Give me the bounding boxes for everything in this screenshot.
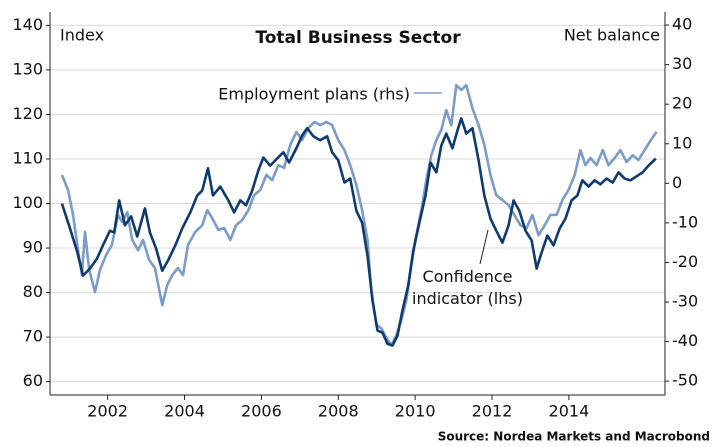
series-label-box: Confidence indicator (lhs) xyxy=(412,267,523,308)
y2-tick-label: -20 xyxy=(672,252,698,271)
y-tick-label: 120 xyxy=(12,104,43,123)
lines xyxy=(60,83,658,347)
x-tick-label: 2006 xyxy=(241,402,282,421)
y2-tick-label: 20 xyxy=(672,94,692,113)
y2-tick-label: -40 xyxy=(672,331,698,350)
y-tick-label: 60 xyxy=(23,371,43,390)
y2-axis-label: Net balance xyxy=(564,26,660,45)
series-label: Confidence indicator (lhs) xyxy=(412,267,523,308)
y-tick-label: 80 xyxy=(23,282,43,301)
y-tick-label: 140 xyxy=(12,15,43,34)
series-line xyxy=(60,83,658,347)
y2-tick-label: -50 xyxy=(672,371,698,390)
x-tick-label: 2012 xyxy=(472,402,513,421)
series-label: Employment plans (rhs) xyxy=(218,85,410,104)
y-tick-label: 100 xyxy=(12,193,43,212)
y2-tick-label: -30 xyxy=(672,292,698,311)
x-tick-label: 2004 xyxy=(164,402,205,421)
leader-line xyxy=(479,229,489,265)
y-tick-label: 90 xyxy=(23,238,43,257)
x-tick-label: 2014 xyxy=(549,402,590,421)
series-line xyxy=(60,117,657,347)
x-tick-label: 2002 xyxy=(87,402,128,421)
x-tick-label: 2008 xyxy=(318,402,359,421)
y2-tick-label: -10 xyxy=(672,212,698,231)
y-tick-label: 110 xyxy=(12,148,43,167)
grid xyxy=(46,24,669,400)
y-axis-label: Index xyxy=(60,26,104,45)
y-tick-label: 70 xyxy=(23,327,43,346)
x-tick-label: 2010 xyxy=(395,402,436,421)
y2-tick-label: 40 xyxy=(672,15,692,34)
y2-tick-label: 0 xyxy=(672,173,682,192)
source: Source: Nordea Markets and Macrobond xyxy=(438,430,710,444)
y2-tick-label: 10 xyxy=(672,133,692,152)
chart-title: Total Business Sector xyxy=(255,28,461,48)
y2-tick-label: 30 xyxy=(672,54,692,73)
y-tick-label: 130 xyxy=(12,59,43,78)
